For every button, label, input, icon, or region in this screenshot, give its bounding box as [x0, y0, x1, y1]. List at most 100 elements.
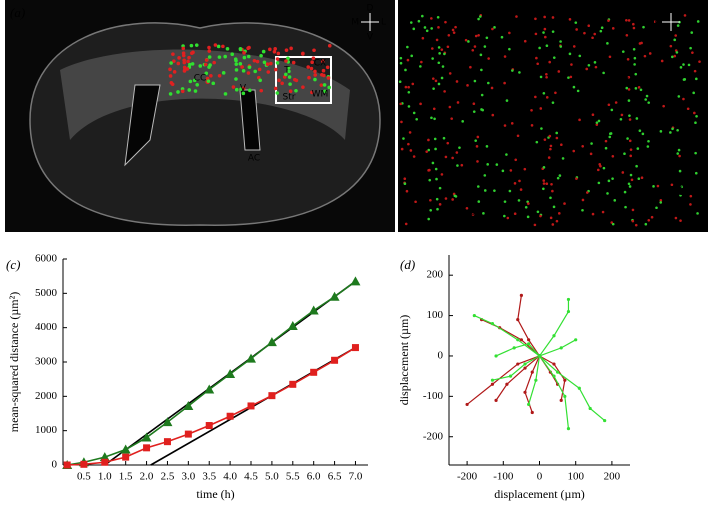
track-point — [577, 386, 581, 390]
cell-dot — [596, 168, 600, 172]
cell-dot — [194, 43, 199, 47]
cell-dot — [637, 86, 641, 89]
cell-dot — [409, 21, 413, 24]
cell-dot — [479, 53, 483, 57]
cell-dot — [609, 132, 612, 136]
cell-dot — [209, 73, 213, 78]
track-point — [534, 378, 538, 382]
cell-dot — [602, 71, 605, 75]
cell-dot — [284, 72, 288, 77]
track-point — [516, 338, 520, 342]
cell-dot — [585, 191, 589, 194]
cell-dot — [444, 197, 448, 200]
cell-dot — [412, 111, 416, 115]
cell-dot — [486, 163, 489, 166]
cell-dot — [673, 54, 677, 58]
compass-label: D — [668, 4, 675, 14]
cell-dot — [310, 90, 314, 95]
cell-dot — [183, 67, 187, 72]
cell-dot — [240, 65, 244, 69]
cell-dot — [597, 181, 601, 185]
cell-dot — [637, 177, 641, 181]
cell-dot — [559, 40, 562, 43]
data-point — [266, 337, 277, 347]
cell-dot — [594, 65, 598, 69]
cell-dot — [535, 56, 538, 60]
cell-dot — [421, 14, 424, 18]
cell-dot — [511, 69, 514, 72]
cell-dot — [678, 169, 682, 173]
compass-label: L — [381, 18, 386, 28]
cell-dot — [557, 70, 561, 73]
cell-dot — [607, 103, 611, 107]
data-point — [162, 417, 173, 427]
cell-dot — [425, 150, 428, 153]
cell-dot — [639, 88, 643, 92]
cell-dot — [480, 93, 484, 97]
cell-dot — [431, 161, 435, 165]
cell-dot — [551, 189, 554, 193]
cell-dot — [503, 55, 507, 58]
region-label: CX — [314, 59, 326, 69]
x-tick-label: 2.0 — [140, 471, 154, 483]
data-point — [183, 400, 194, 410]
track-point — [523, 366, 527, 370]
track-point — [523, 362, 527, 366]
cell-dot — [650, 215, 654, 219]
cell-dot — [432, 87, 435, 90]
cell-dot — [635, 117, 639, 120]
cell-dot — [400, 147, 404, 151]
series-line — [466, 355, 540, 405]
cell-dot — [555, 219, 559, 223]
cell-dot — [595, 121, 599, 124]
cell-dot — [400, 120, 403, 124]
y-tick-label: 100 — [427, 309, 444, 321]
cell-dot — [234, 87, 239, 92]
cell-dot — [660, 59, 664, 63]
cell-dot — [542, 92, 546, 95]
cell-dot — [204, 71, 209, 76]
panel-label: (d) — [400, 257, 415, 272]
cell-dot — [680, 185, 684, 189]
cell-dot — [454, 25, 457, 29]
cell-dot — [417, 19, 421, 23]
panel-label: (a) — [10, 5, 25, 20]
data-point — [246, 353, 257, 363]
cell-dot — [600, 26, 604, 29]
cell-dot — [575, 177, 578, 180]
x-tick-label: -200 — [457, 471, 478, 483]
cell-dot — [632, 26, 636, 30]
cell-dot — [572, 45, 576, 48]
cell-dot — [427, 148, 431, 152]
cell-dot — [508, 189, 512, 193]
track-point — [566, 309, 571, 314]
cell-dot — [643, 54, 647, 58]
cell-dot — [542, 187, 545, 191]
region-label: CC — [194, 74, 207, 84]
cell-dot — [634, 223, 638, 227]
cell-dot — [543, 27, 547, 31]
compass-label: M — [351, 18, 359, 28]
cell-dot — [585, 67, 589, 71]
cell-dot — [428, 178, 432, 182]
cell-dot — [691, 51, 694, 54]
cell-dot — [415, 117, 418, 121]
cell-dot — [515, 15, 518, 18]
data-point — [205, 422, 213, 430]
cell-dot — [698, 60, 701, 63]
cell-dot — [211, 81, 216, 86]
cell-dot — [630, 178, 634, 182]
series-line — [492, 355, 540, 381]
cell-dot — [436, 207, 439, 211]
track-point — [472, 313, 476, 318]
cell-dot — [480, 68, 483, 72]
cell-dot — [248, 88, 252, 93]
cell-dot — [513, 182, 517, 185]
cell-dot — [252, 58, 257, 63]
cell-dot — [170, 82, 175, 87]
cell-dot — [627, 75, 631, 79]
cell-dot — [443, 52, 446, 56]
cell-dot — [181, 46, 186, 51]
cell-dot — [323, 89, 327, 94]
cell-dot — [440, 76, 444, 80]
